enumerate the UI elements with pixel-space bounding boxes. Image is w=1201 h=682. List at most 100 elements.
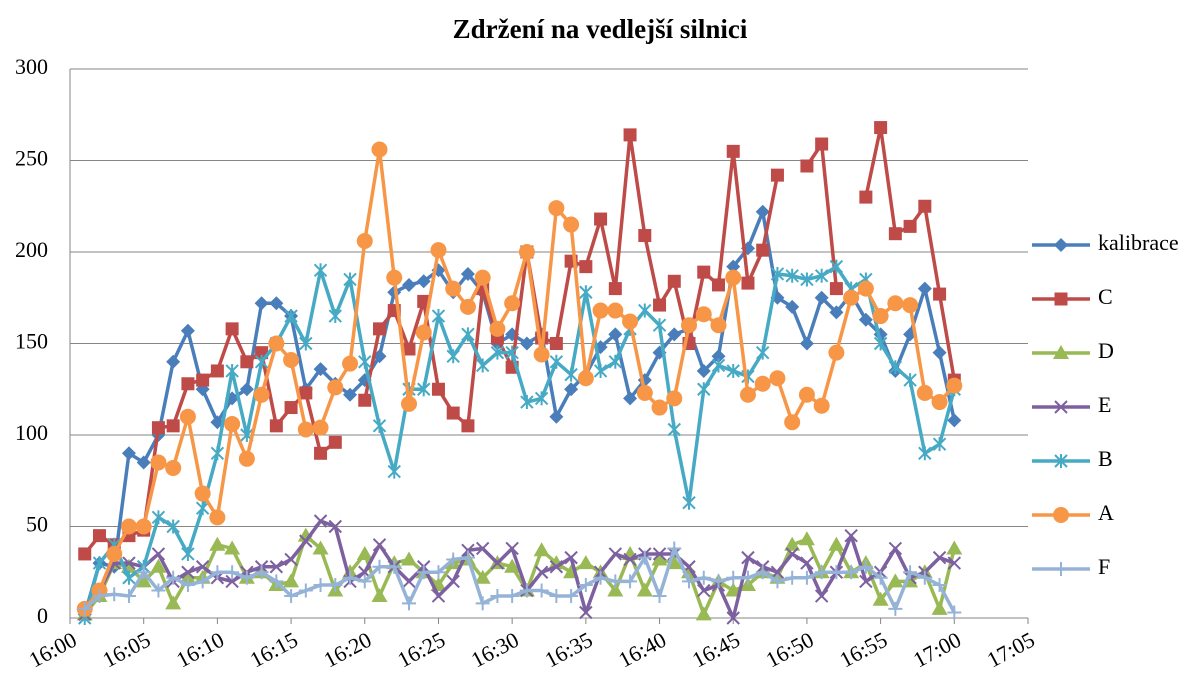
marker [430,242,447,259]
marker [741,550,755,565]
marker [401,596,416,611]
marker [653,298,667,312]
marker [284,309,298,324]
marker [859,574,873,589]
marker [857,280,874,297]
marker [888,601,903,616]
x-tick-label: 16:20 [319,627,375,673]
marker [328,309,342,324]
legend-label: E [1098,392,1111,417]
marker [196,373,210,387]
marker [343,570,358,585]
marker [932,345,947,360]
marker [549,589,564,604]
marker [533,346,550,363]
marker [283,351,300,368]
x-tick-label: 17:05 [983,627,1039,673]
marker [475,358,490,373]
marker [622,313,639,330]
marker [519,583,534,598]
marker [564,367,578,382]
legend-label: B [1098,446,1113,471]
marker [887,295,904,312]
marker [800,159,814,173]
marker [739,386,756,403]
marker [798,531,815,546]
marker [313,514,328,528]
marker [312,419,329,436]
x-tick-label: 16:50 [762,627,818,673]
marker [711,349,726,364]
marker [785,547,799,561]
marker [195,560,210,574]
x-tick-label: 16:00 [25,627,81,673]
marker [770,266,785,281]
marker [224,540,241,555]
marker [122,570,136,585]
marker [579,285,593,300]
marker [608,574,623,589]
marker [917,570,932,585]
marker [299,386,313,400]
marker [813,397,830,414]
marker [209,536,226,551]
marker [872,591,889,606]
marker [181,546,195,561]
marker [165,459,182,476]
marker [401,277,416,292]
marker [504,558,521,573]
marker [151,421,165,435]
marker [873,336,888,351]
marker [638,229,652,243]
marker [92,529,106,543]
marker [726,363,740,378]
marker [711,574,726,589]
x-tick-label: 16:25 [393,627,449,673]
marker [505,589,520,604]
legend-label: D [1098,338,1114,363]
x-tick-label: 16:35 [541,627,597,673]
marker [136,455,151,470]
marker [623,391,638,406]
marker [107,587,122,602]
marker [372,538,387,552]
marker [210,364,224,378]
marker [946,377,963,394]
series [77,204,962,622]
marker [652,547,667,561]
marker [608,327,623,342]
marker [253,386,270,403]
marker [505,541,519,556]
legend-label: C [1098,284,1113,309]
marker [269,574,284,589]
marker [799,336,814,351]
marker [755,204,770,219]
marker [446,552,461,567]
marker [150,454,167,471]
marker [564,589,579,604]
marker [725,269,742,286]
marker [844,528,858,543]
marker [741,276,755,290]
marker [254,354,269,369]
marker [180,578,195,593]
marker [696,570,711,585]
marker [858,559,873,574]
marker [371,141,388,158]
marker [431,382,445,396]
marker [417,382,431,397]
marker [933,287,947,301]
marker [150,558,167,573]
marker [756,243,770,257]
marker [312,540,329,555]
y-tick-label: 50 [26,512,48,537]
marker [756,345,770,360]
marker [711,358,726,373]
marker [872,308,889,325]
marker [77,601,92,616]
x-tick-label: 16:45 [688,627,744,673]
marker [667,327,682,342]
marker [814,565,829,580]
marker [504,295,521,312]
marker [254,296,269,311]
